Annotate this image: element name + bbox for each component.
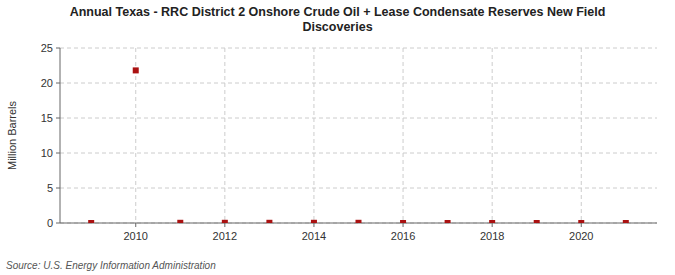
x-tick-label: 2018 (480, 230, 504, 242)
data-point (266, 220, 272, 223)
grid-line-y (60, 188, 657, 189)
y-tick-label: 25 (41, 42, 53, 54)
source-note: Source: U.S. Energy Information Administ… (6, 260, 216, 271)
data-point (578, 220, 584, 223)
data-point (88, 220, 94, 223)
data-point (133, 67, 139, 73)
data-point (222, 220, 228, 223)
y-tick (56, 188, 60, 189)
grid-line-y (60, 83, 657, 84)
data-point (489, 220, 495, 223)
y-axis-label: Million Barrels (6, 100, 18, 170)
data-point (311, 220, 317, 223)
y-tick-label: 20 (41, 77, 53, 89)
data-point (177, 220, 183, 223)
x-tick (492, 223, 493, 227)
x-tick (135, 223, 136, 227)
y-tick (56, 48, 60, 49)
x-tick (403, 223, 404, 227)
x-tick (313, 223, 314, 227)
y-tick (56, 118, 60, 119)
data-point (400, 220, 406, 223)
chart-svg: Annual Texas - RRC District 2 Onshore Cr… (0, 0, 675, 275)
axes: 0 5 10 15 20 25 2010 2012 2014 2016 2018 2020 (41, 42, 657, 242)
grid-line-x (403, 48, 404, 223)
x-tick (224, 223, 225, 227)
grid-line-x (581, 48, 582, 223)
x-tick-label: 2014 (302, 230, 326, 242)
grid-line-y (60, 48, 657, 49)
y-axis-line (60, 48, 61, 223)
grid-line-x (313, 48, 314, 223)
grid-line-x (135, 48, 136, 223)
x-tick-label: 2020 (569, 230, 593, 242)
x-tick-label: 2012 (213, 230, 237, 242)
y-tick (56, 153, 60, 154)
x-tick (581, 223, 582, 227)
y-tick-label: 5 (47, 182, 53, 194)
title-line: Discoveries (302, 20, 372, 34)
title-line: Annual Texas - RRC District 2 Onshore Cr… (70, 5, 606, 19)
grid-line-x (224, 48, 225, 223)
grid-line-y (60, 153, 657, 154)
grid-line-x (492, 48, 493, 223)
data-points (88, 67, 629, 223)
data-point (623, 220, 629, 223)
grid-line-y (60, 118, 657, 119)
y-tick (56, 223, 60, 224)
y-tick-label: 15 (41, 112, 53, 124)
y-tick (56, 83, 60, 84)
data-point (356, 220, 362, 223)
data-point (445, 220, 451, 223)
y-tick-label: 10 (41, 147, 53, 159)
grid (60, 48, 657, 223)
chart-container: Annual Texas - RRC District 2 Onshore Cr… (0, 0, 675, 275)
y-tick-label: 0 (47, 217, 53, 229)
x-tick-label: 2016 (391, 230, 415, 242)
chart-title: Annual Texas - RRC District 2 Onshore Cr… (70, 5, 606, 34)
data-point (534, 220, 540, 223)
x-tick-label: 2010 (123, 230, 147, 242)
